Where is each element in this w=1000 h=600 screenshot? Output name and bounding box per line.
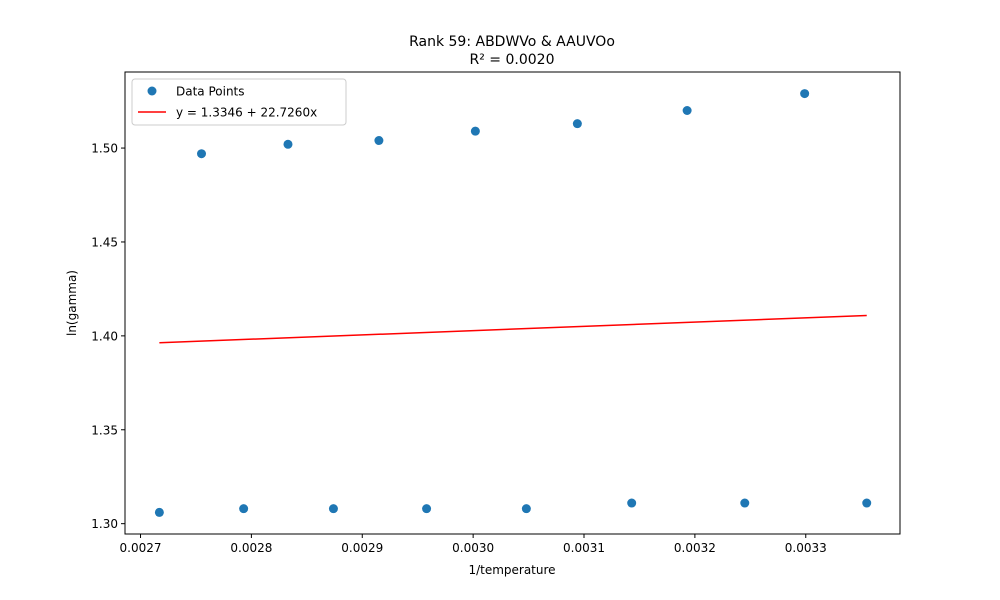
x-tick-label: 0.0030 [452, 541, 494, 555]
y-tick-label: 1.50 [91, 142, 118, 156]
x-tick-label: 0.0033 [785, 541, 827, 555]
data-point [154, 507, 164, 517]
data-point [627, 498, 637, 508]
x-tick-label: 0.0028 [230, 541, 272, 555]
data-point [283, 139, 293, 149]
chart-title: Rank 59: ABDWVo & AAUVOo [409, 34, 615, 50]
x-tick-label: 0.0031 [563, 541, 605, 555]
data-point [682, 106, 692, 115]
data-point [374, 136, 384, 146]
data-point [521, 504, 531, 514]
plot-area: 0.0027 0.0028 0.0029 0.0030 0.0031 0.0032 0.00… [91, 71, 901, 555]
data-point [572, 119, 582, 129]
chart-subtitle: R² = 0.0020 [470, 52, 555, 68]
x-axis-ticks: 0.0027 0.0028 0.0029 0.0030 0.0031 0.0032 0.00… [120, 534, 827, 555]
data-point [800, 89, 810, 99]
x-tick-label: 0.0032 [674, 541, 716, 555]
y-tick-label: 1.35 [91, 423, 118, 437]
axes-frame [124, 71, 901, 535]
y-tick-label: 1.45 [91, 235, 118, 249]
x-axis-label: 1/temperature [468, 563, 555, 577]
regression-line [159, 314, 867, 344]
data-point [740, 498, 750, 508]
y-axis-label: ln(gamma) [65, 270, 79, 336]
data-point [239, 504, 249, 514]
y-tick-label: 1.40 [91, 329, 118, 343]
data-point [470, 126, 480, 136]
data-point [197, 149, 207, 159]
fit-line-layer [159, 314, 867, 344]
legend: Data Points y = 1.3346 + 22.7260x [131, 78, 347, 126]
legend-box [131, 78, 347, 126]
x-tick-label: 0.0027 [120, 541, 162, 555]
x-tick-label: 0.0029 [341, 541, 383, 555]
data-points-layer [154, 89, 872, 517]
legend-label-data-points: Data Points [176, 85, 245, 99]
legend-label-fit-line: y = 1.3346 + 22.7260x [176, 106, 317, 120]
data-point [862, 498, 872, 508]
y-axis-ticks: 1.30 1.35 1.40 1.45 1.50 [91, 142, 125, 531]
y-tick-label: 1.30 [91, 517, 118, 531]
data-point [328, 504, 338, 514]
data-point [422, 504, 432, 514]
legend-marker-data-points [147, 86, 157, 96]
